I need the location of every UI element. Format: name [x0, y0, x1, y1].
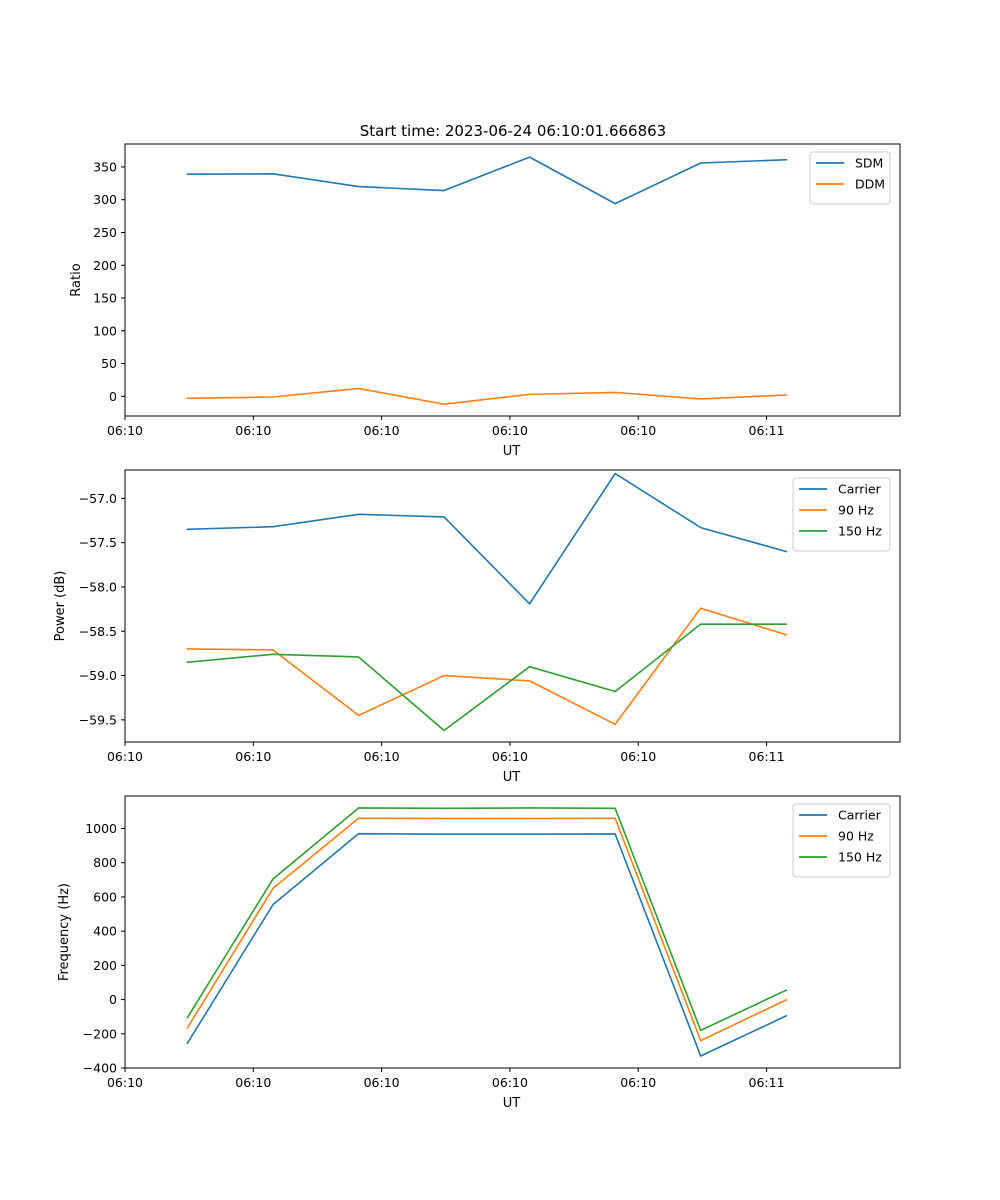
ratio-y-tick-label: 300 — [93, 192, 117, 207]
ratio-y-tick-label: 100 — [93, 323, 117, 338]
ratio-y-tick-label: 250 — [93, 225, 117, 240]
power-legend: Carrier 90 Hz 150 Hz — [792, 477, 891, 552]
power-x-tick-label: 06:10 — [620, 749, 656, 764]
frequency-axes-frame — [124, 795, 901, 1069]
ratio-series-sdm-line — [186, 156, 788, 205]
frequency-x-tick-label: 06:11 — [749, 1075, 785, 1090]
frequency-x-tick-label: 06:10 — [364, 1075, 400, 1090]
frequency-legend-frame — [792, 803, 891, 878]
subplot-frequency: 06:10 06:10 06:10 06:10 06:10 06:11 −400 −200 0 2… — [57, 795, 901, 1111]
power-legend-label-carrier: Carrier — [838, 482, 882, 497]
ratio-y-tick-label: 200 — [93, 258, 117, 273]
frequency-y-tick-label: −200 — [83, 1026, 117, 1041]
frequency-x-tick-label: 06:10 — [492, 1075, 528, 1090]
ratio-x-axis-label: UT — [503, 444, 521, 459]
ratio-legend-label-ddm: DDM — [855, 177, 885, 192]
power-y-tick-label: −58.0 — [79, 579, 117, 594]
frequency-y-tick-label: 800 — [93, 855, 117, 870]
frequency-y-tick-label: 200 — [93, 958, 117, 973]
frequency-legend-label-90-hz: 90 Hz — [838, 829, 874, 844]
frequency-y-axis-label: Frequency (Hz) — [57, 883, 72, 981]
ratio-series-ddm-line — [186, 387, 788, 406]
ratio-x-tick-label: 06:10 — [107, 423, 143, 438]
power-x-tick-label: 06:10 — [107, 749, 143, 764]
ratio-x-tick-label: 06:10 — [492, 423, 528, 438]
ratio-y-tick-label: 50 — [101, 356, 117, 371]
ratio-axes-frame — [124, 143, 901, 417]
power-x-tick-label: 06:10 — [235, 749, 271, 764]
power-series-carrier-line — [186, 472, 788, 605]
frequency-x-tick-label: 06:10 — [620, 1075, 656, 1090]
power-y-tick-label: −57.5 — [79, 535, 117, 550]
subplot-ratio: 06:10 06:10 06:10 06:10 06:10 06:11 0 50 100 150 2… — [69, 143, 901, 459]
ratio-x-tick-label: 06:10 — [235, 423, 271, 438]
frequency-series-carrier-line — [186, 832, 788, 1057]
frequency-y-tick-label: 1000 — [85, 821, 117, 836]
power-x-tick-label: 06:11 — [749, 749, 785, 764]
ratio-legend-frame — [809, 151, 891, 205]
ratio-series-lines — [186, 156, 788, 406]
ratio-y-tick-label: 150 — [93, 291, 117, 306]
power-x-tick-label: 06:10 — [364, 749, 400, 764]
ratio-x-tick-label: 06:10 — [620, 423, 656, 438]
frequency-y-tick-label: 400 — [93, 924, 117, 939]
frequency-x-tick-label: 06:10 — [107, 1075, 143, 1090]
figure-title: Start time: 2023-06-24 06:10:01.666863 — [360, 122, 666, 140]
ratio-legend: SDM DDM — [809, 151, 891, 205]
power-y-tick-label: −59.0 — [79, 668, 117, 683]
power-axes-frame — [124, 469, 901, 743]
power-x-tick-label: 06:10 — [492, 749, 528, 764]
power-legend-label-90-hz: 90 Hz — [838, 503, 874, 518]
power-y-tick-label: −58.5 — [79, 624, 117, 639]
power-series-150-hz-line — [186, 623, 788, 732]
frequency-legend-label-150-hz: 150 Hz — [838, 850, 882, 865]
frequency-series-90-hz-line — [186, 817, 788, 1042]
frequency-x-axis-label: UT — [503, 1096, 521, 1111]
power-series-90-hz-line — [186, 607, 788, 726]
ratio-y-tick-label: 350 — [93, 159, 117, 174]
ratio-legend-label-sdm: SDM — [855, 156, 883, 171]
power-series-lines — [186, 472, 788, 732]
subplot-power: 06:10 06:10 06:10 06:10 06:10 06:11 −59.5 −59.0… — [53, 469, 901, 785]
frequency-y-tick-label: −400 — [83, 1061, 117, 1076]
power-x-axis-label: UT — [503, 770, 521, 785]
ratio-x-tick-label: 06:11 — [749, 423, 785, 438]
frequency-y-tick-label: 600 — [93, 889, 117, 904]
frequency-y-tick-label: 0 — [109, 992, 117, 1007]
power-legend-label-150-hz: 150 Hz — [838, 524, 882, 539]
ratio-x-tick-label: 06:10 — [364, 423, 400, 438]
ratio-y-tick-label: 0 — [109, 389, 117, 404]
power-legend-frame — [792, 477, 891, 552]
frequency-series-lines — [186, 807, 788, 1057]
power-y-axis-label: Power (dB) — [53, 571, 68, 642]
frequency-legend: Carrier 90 Hz 150 Hz — [792, 803, 891, 878]
frequency-series-150-hz-line — [186, 807, 788, 1032]
power-y-tick-label: −57.0 — [79, 491, 117, 506]
power-y-tick-label: −59.5 — [79, 712, 117, 727]
frequency-legend-label-carrier: Carrier — [838, 808, 882, 823]
frequency-x-tick-label: 06:10 — [235, 1075, 271, 1090]
ratio-y-axis-label: Ratio — [69, 263, 84, 296]
